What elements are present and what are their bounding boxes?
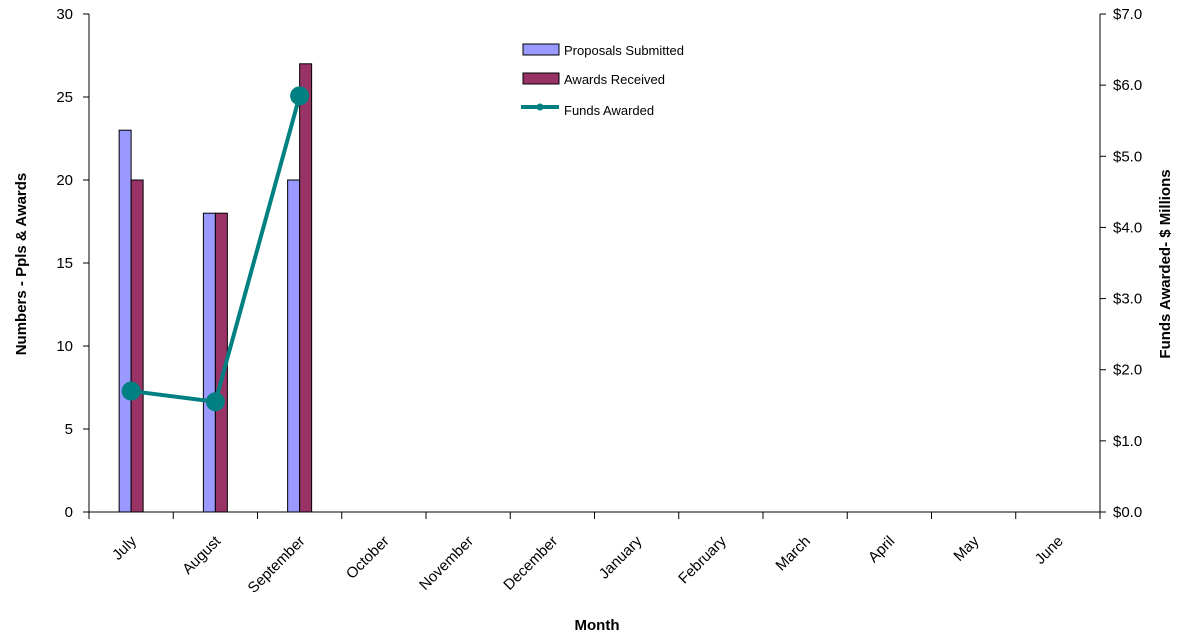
- bar: [299, 63, 313, 513]
- legend-label-funds: Funds Awarded: [564, 103, 654, 118]
- legend-swatch-proposals: [522, 43, 560, 56]
- legend-label-awards: Awards Received: [564, 72, 665, 87]
- y-tick-label: 15: [56, 255, 73, 272]
- funds-awarded-point: [290, 86, 310, 106]
- y-axis-title: Numbers - Ppls & Awards: [13, 173, 30, 356]
- x-tick-label: October: [343, 533, 393, 583]
- x-axis-title: Month: [575, 617, 620, 634]
- x-tick-label: February: [675, 532, 730, 587]
- bar-series-group: [118, 63, 313, 513]
- legend-swatch-awards: [522, 72, 560, 85]
- x-tick-label: August: [179, 532, 225, 578]
- x-tick-label: November: [416, 533, 477, 594]
- bar: [287, 179, 301, 513]
- legend-label-proposals: Proposals Submitted: [564, 43, 684, 58]
- y2-tick-label: $1.0: [1113, 433, 1142, 450]
- y2-tick-label: $5.0: [1113, 148, 1142, 165]
- y2-tick-label: $6.0: [1113, 77, 1142, 94]
- x-tick-label: July: [109, 532, 140, 563]
- x-tick-label: September: [245, 533, 309, 597]
- y-tick-label: 30: [56, 6, 73, 23]
- y-tick-label: 20: [56, 172, 73, 189]
- bar: [202, 212, 216, 513]
- x-tick-label: March: [772, 533, 813, 574]
- y2-axis-title: Funds Awarded- $ Millions: [1157, 169, 1174, 358]
- bar: [118, 129, 132, 513]
- x-tick-label: May: [950, 532, 982, 564]
- x-tick-label: January: [596, 532, 646, 582]
- legend-swatch-funds-marker: [536, 103, 544, 111]
- legend: Proposals Submitted Awards Received Fund…: [521, 43, 684, 118]
- y-tick-label: 25: [56, 89, 73, 106]
- y-tick-label: 10: [56, 338, 73, 355]
- funds-awarded-point: [205, 392, 225, 412]
- funds-awarded-point: [121, 381, 141, 401]
- bar: [130, 179, 144, 513]
- x-tick-label: December: [500, 533, 561, 594]
- y2-tick-label: $4.0: [1113, 219, 1142, 236]
- y2-tick-label: $2.0: [1113, 362, 1142, 379]
- y-tick-label: 5: [65, 421, 73, 438]
- x-tick-label: April: [865, 533, 898, 566]
- y-tick-label: 0: [65, 504, 73, 521]
- plot-background: [89, 14, 1100, 512]
- plot-area: [89, 14, 1100, 512]
- y2-tick-label: $0.0: [1113, 504, 1142, 521]
- y2-tick-label: $7.0: [1113, 6, 1142, 23]
- line-series-group: [121, 86, 310, 412]
- y2-tick-label: $3.0: [1113, 291, 1142, 308]
- x-tick-label: June: [1032, 533, 1067, 568]
